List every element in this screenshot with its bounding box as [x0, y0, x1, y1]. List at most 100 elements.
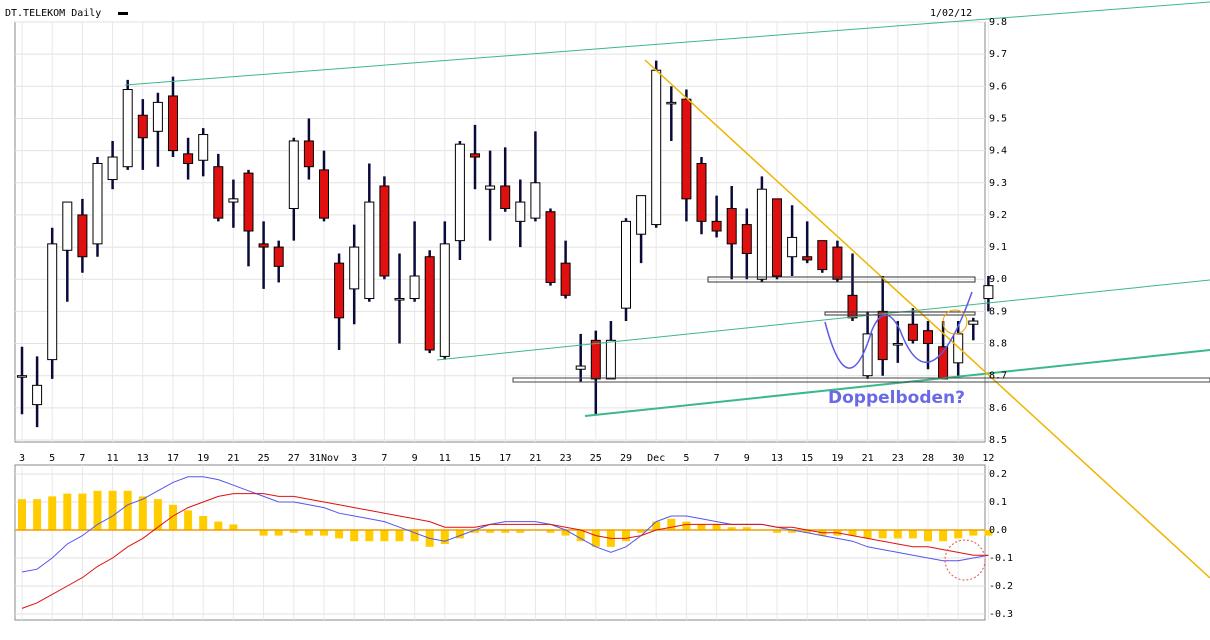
y-tick-label: 0.0 [989, 525, 1007, 536]
histogram-bar [410, 530, 419, 542]
candle-body [137, 114, 148, 139]
candle-body [92, 162, 103, 245]
histogram-bar [214, 521, 223, 530]
annotation: Doppelboden? [828, 388, 965, 408]
histogram-bar [153, 499, 162, 530]
candle-body [892, 343, 903, 346]
y-tick-label: 9.6 [989, 81, 1007, 92]
y-tick-label: -0.1 [989, 553, 1013, 564]
x-tick-label: 12 [982, 453, 994, 464]
highlight-circle [944, 539, 986, 581]
candle-body [530, 182, 541, 219]
histogram-bar [924, 530, 932, 542]
candle-body [303, 140, 314, 168]
histogram-bar [501, 530, 510, 533]
chart-title: DT.TELEKOM Daily [5, 8, 101, 19]
x-tick-label: 9 [412, 453, 418, 464]
histogram-bar [455, 530, 464, 539]
x-tick-label: 7 [714, 453, 720, 464]
candle-body [394, 298, 405, 301]
candle-body [772, 198, 782, 277]
histogram-bar [803, 530, 812, 533]
candle-body [651, 69, 662, 226]
histogram-bar [939, 530, 948, 542]
x-tick-label: 21 [529, 453, 541, 464]
candle-body [273, 246, 284, 267]
candle-body [907, 323, 918, 341]
macd-panel [14, 464, 986, 621]
candle-body [258, 243, 269, 248]
y-tick-label: 9.7 [989, 49, 1007, 60]
histogram-bar [93, 490, 102, 530]
histogram-bar [229, 524, 238, 530]
x-tick-label: 11 [107, 453, 119, 464]
candle-body [47, 243, 58, 361]
candle-body [575, 365, 586, 370]
candle-body [424, 256, 435, 351]
neckline [824, 311, 976, 316]
candle-body [560, 262, 571, 296]
histogram-bar [365, 530, 374, 542]
histogram-bar [712, 524, 721, 530]
candle-body [107, 156, 118, 181]
candle-body [439, 243, 450, 357]
histogram-bar [63, 493, 72, 530]
candle-body [636, 195, 647, 235]
support-line [512, 377, 1210, 383]
candle-body [198, 134, 209, 161]
x-tick-label: 7 [381, 453, 387, 464]
candle-body [756, 188, 767, 280]
candle-body [77, 214, 88, 258]
x-tick-label: 25 [590, 453, 602, 464]
candle-body [590, 339, 601, 380]
histogram-bar [682, 521, 691, 530]
candle-body [787, 236, 798, 258]
y-tick-label: 8.8 [989, 339, 1007, 350]
y-tick-label: 9.4 [989, 146, 1007, 157]
candle-body [470, 153, 480, 158]
candle-body [454, 143, 465, 242]
histogram-bar [440, 530, 449, 544]
histogram-bar [652, 521, 661, 530]
histogram-bar [78, 493, 87, 530]
x-tick-label: 7 [79, 453, 85, 464]
macd-line [21, 476, 989, 573]
highlight-circle [942, 309, 968, 335]
histogram-bar [123, 490, 132, 530]
x-tick-label: 3 [19, 453, 25, 464]
candle-body [545, 211, 556, 283]
candle-body [334, 262, 345, 319]
histogram-bar [863, 530, 872, 539]
histogram-bar [848, 530, 857, 536]
histogram-bar [742, 527, 751, 530]
x-tick-label: 25 [258, 453, 270, 464]
histogram-bar [471, 530, 479, 533]
candle-body [847, 294, 858, 319]
histogram-bar [108, 490, 117, 530]
histogram-bar [591, 530, 600, 547]
candle-body [605, 339, 616, 380]
histogram-bar [878, 530, 887, 539]
x-tick-label: 13 [137, 453, 149, 464]
candle-body [152, 101, 163, 132]
macd-line [21, 493, 989, 609]
histogram-bar [637, 530, 646, 533]
histogram-bar [289, 530, 298, 533]
candle-body [243, 172, 254, 232]
candle-body [183, 153, 194, 164]
y-tick-label: 9.1 [989, 242, 1007, 253]
x-tick-label: 19 [831, 453, 843, 464]
trendline [436, 279, 1210, 361]
histogram-bar [908, 530, 917, 539]
candle-body [817, 240, 828, 271]
price-panel [14, 21, 986, 443]
candle-body [515, 201, 526, 222]
candle-body [17, 375, 27, 378]
double-bottom-curve [824, 291, 973, 369]
candle-body [409, 275, 420, 300]
histogram-bar [727, 527, 736, 530]
candle-body [968, 320, 979, 325]
candle-body [379, 185, 390, 277]
histogram-bar [516, 530, 525, 533]
histogram-bar [48, 496, 57, 530]
